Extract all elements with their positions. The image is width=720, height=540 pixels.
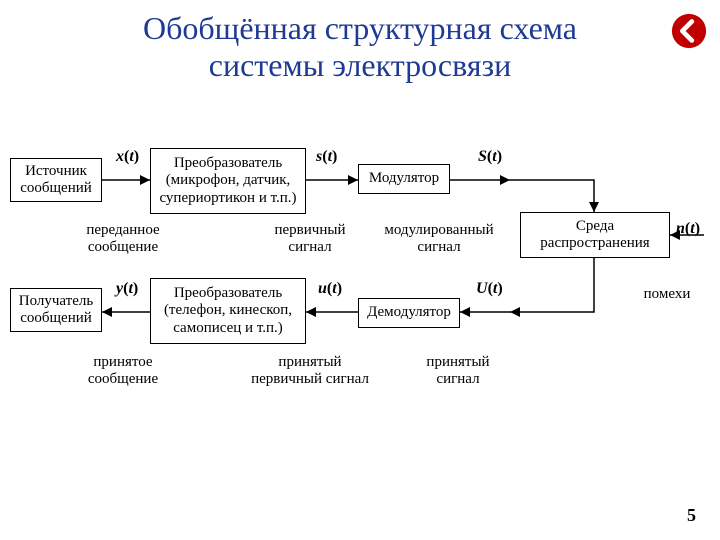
title-line1: Обобщённая структурная схема — [143, 10, 577, 46]
label-recv_sig: принятый сигнал — [408, 354, 508, 387]
back-icon-bg — [672, 14, 706, 48]
signal-nt: n(t) — [676, 220, 700, 238]
back-button[interactable] — [670, 12, 708, 50]
signal-Ut: U(t) — [476, 280, 503, 298]
label-prim_sig: первичный сигнал — [260, 222, 360, 255]
slide-title: Обобщённая структурная схема системы эле… — [0, 10, 720, 84]
box-conv1: Преобразователь (микрофон, датчик, супер… — [150, 148, 306, 214]
signal-st: s(t) — [316, 148, 337, 166]
box-source: Источник сообщений — [10, 158, 102, 202]
arrow-3 — [510, 180, 594, 212]
arrow-5 — [510, 258, 594, 312]
box-modulator: Модулятор — [358, 164, 450, 194]
label-sent_msg: переданное сообщение — [68, 222, 178, 255]
signal-ut: u(t) — [318, 280, 342, 298]
label-mod_sig: модулированный сигнал — [374, 222, 504, 255]
label-recv_msg: принятое сообщение — [68, 354, 178, 387]
box-conv2: Преобразователь (телефон, кинескоп, само… — [150, 278, 306, 344]
signal-xt: x(t) — [116, 148, 139, 166]
box-demod: Демодулятор — [358, 298, 460, 328]
box-medium: Среда распространения — [520, 212, 670, 258]
title-line2: системы электросвязи — [209, 47, 511, 83]
signal-St: S(t) — [478, 148, 502, 166]
signal-yt: y(t) — [116, 280, 138, 298]
box-recipient: Получатель сообщений — [10, 288, 102, 332]
label-recv_prim: принятый первичный сигнал — [250, 354, 370, 387]
block-diagram: Источник сообщений Преобразователь (микро… — [10, 140, 710, 480]
page-number: 5 — [687, 505, 696, 526]
label-noise: помехи — [632, 286, 702, 303]
